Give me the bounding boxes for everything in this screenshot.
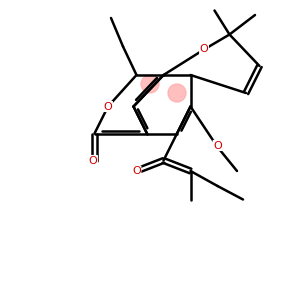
Text: O: O [213,140,222,151]
Circle shape [141,75,159,93]
Text: O: O [88,155,98,166]
Circle shape [168,84,186,102]
Text: O: O [103,101,112,112]
Text: O: O [132,166,141,176]
Text: O: O [200,44,208,55]
